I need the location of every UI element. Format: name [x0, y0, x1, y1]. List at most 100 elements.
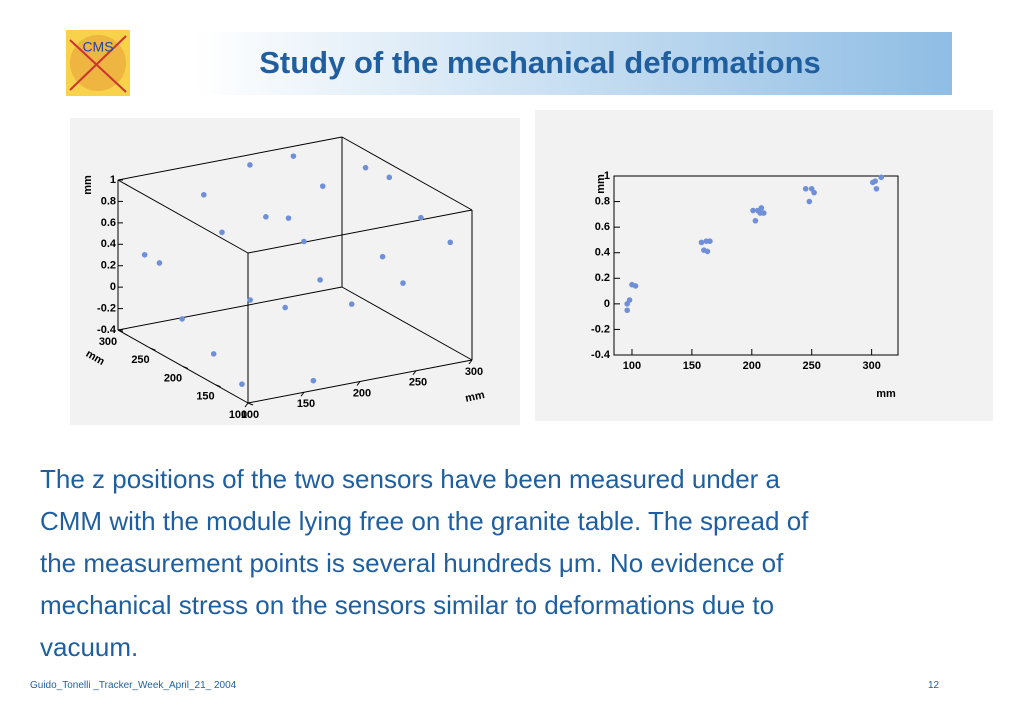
box-edge: [117, 136, 343, 181]
body-line: mechanical stress on the sensors similar…: [40, 590, 775, 620]
y-tick-label: 250: [131, 354, 149, 366]
point: [400, 280, 406, 286]
x-tick-label: 100: [623, 360, 641, 372]
x-tick: [468, 359, 473, 365]
point: [811, 189, 817, 196]
point: [873, 185, 880, 192]
x-tick: [300, 391, 305, 397]
body-line: CMM with the module lying free on the gr…: [40, 506, 809, 536]
box-edge: [117, 286, 343, 331]
x-tick: [412, 370, 417, 376]
y-tick-label: 0.2: [595, 272, 610, 284]
body-text: The z positions of the two sensors have …: [40, 458, 1000, 668]
y-tick: [150, 347, 156, 351]
point: [757, 210, 763, 216]
point: [301, 238, 307, 245]
point: [802, 185, 809, 192]
box-edge: [341, 286, 473, 361]
point: [317, 277, 323, 283]
point: [219, 229, 225, 236]
z-tick-label: 1: [110, 174, 116, 186]
point: [282, 304, 288, 311]
point: [750, 207, 756, 214]
z-tick-label: 0.6: [101, 217, 116, 229]
point: [201, 191, 207, 198]
x-tick: [356, 381, 361, 386]
logo: CMS: [66, 30, 130, 96]
footer-left: Guido_Tonelli _Tracker_Week_April_21_ 20…: [30, 680, 237, 691]
point: [386, 174, 393, 181]
point: [310, 377, 317, 384]
chart-panel: [535, 110, 993, 421]
y-tick-label: 150: [196, 391, 214, 403]
point: [752, 217, 759, 224]
point: [632, 283, 639, 289]
point: [806, 198, 813, 205]
z-axis-label: mm: [82, 175, 94, 195]
chart-panel: [70, 118, 520, 425]
point: [447, 239, 454, 246]
point: [698, 239, 705, 246]
point: [758, 205, 765, 211]
body-line: vacuum.: [40, 632, 139, 662]
y-tick-label: 0.4: [595, 247, 611, 259]
y-tick-label: 0.6: [595, 221, 610, 233]
point: [247, 162, 253, 168]
y-tick-label: 100: [229, 409, 247, 421]
point: [707, 238, 713, 245]
x-tick-label: 100: [241, 409, 259, 421]
point: [179, 316, 185, 322]
y-tick-label: -0.4: [591, 349, 611, 361]
point: [263, 214, 269, 220]
point: [141, 251, 148, 258]
box-edge: [341, 136, 473, 211]
x-tick-label: 200: [353, 387, 371, 399]
point: [290, 153, 297, 159]
box-edge: [117, 179, 249, 254]
x-tick-label: 200: [743, 360, 761, 372]
point: [247, 297, 253, 303]
z-tick-label: -0.2: [97, 302, 116, 314]
y-tick-label: 0.8: [595, 195, 610, 207]
point: [379, 253, 386, 260]
body-line: the measurement points is several hundre…: [40, 548, 784, 578]
y-tick: [215, 384, 221, 388]
y-tick-label: 200: [164, 372, 182, 384]
y-tick: [247, 402, 254, 406]
point: [156, 260, 163, 266]
z-tick-label: 0.8: [101, 195, 116, 207]
point: [624, 307, 630, 314]
x-tick-label: 150: [683, 360, 701, 372]
y-tick-label: 1: [604, 170, 610, 182]
x-axis-label: mm: [464, 389, 486, 405]
y-axis-label: mm: [595, 174, 607, 194]
x-tick-label: 250: [803, 360, 821, 372]
slide-title: Study of the mechanical deformations: [259, 45, 821, 80]
body-line: The z positions of the two sensors have …: [40, 464, 780, 494]
z-tick-label: 0.4: [101, 238, 117, 250]
y-tick-label: -0.2: [591, 323, 610, 335]
z-tick-label: -0.4: [97, 324, 117, 336]
point: [348, 301, 355, 307]
y-tick-label: 0: [604, 298, 610, 310]
point: [285, 215, 292, 221]
point: [418, 214, 424, 221]
x-axis-label: mm: [876, 388, 896, 400]
point: [626, 297, 633, 303]
z-tick-label: 0.2: [101, 260, 116, 272]
y-tick-label: 300: [99, 336, 117, 348]
point: [319, 183, 326, 189]
point: [704, 248, 711, 255]
x-tick-label: 300: [465, 366, 483, 378]
x-tick-label: 300: [862, 360, 880, 372]
z-tick-label: 0: [110, 281, 116, 293]
plot-frame: [613, 175, 899, 356]
x-tick-label: 150: [297, 398, 315, 410]
x-tick: [244, 402, 249, 408]
x-tick-label: 250: [409, 377, 427, 389]
point: [872, 178, 879, 184]
point: [362, 164, 369, 171]
page-number: 12: [928, 680, 940, 691]
